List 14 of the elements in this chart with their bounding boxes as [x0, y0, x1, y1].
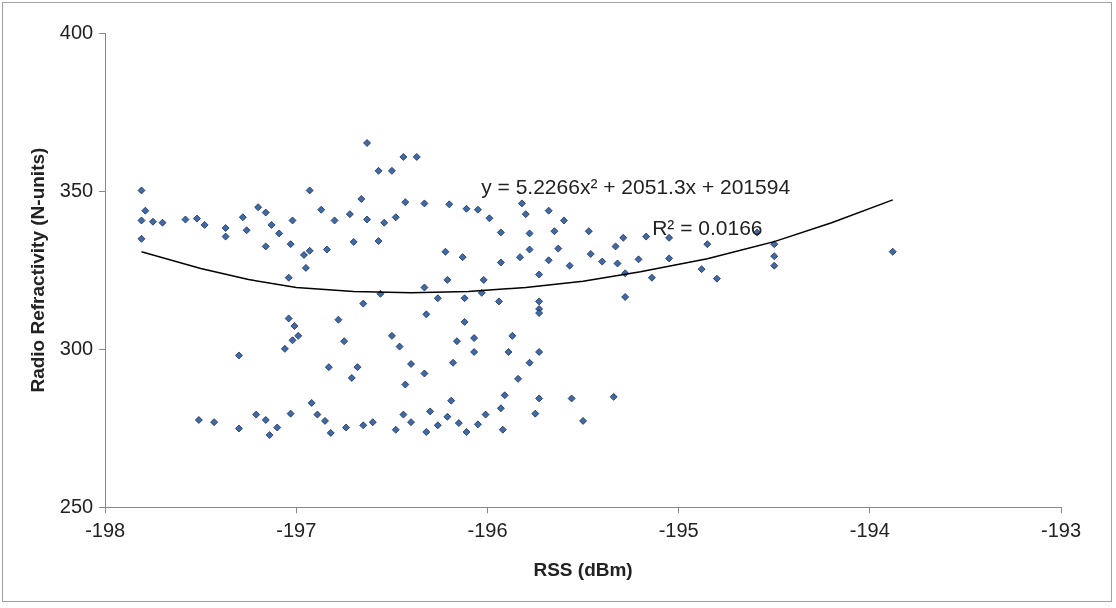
x-tick-label: -196	[467, 518, 508, 541]
annotation: y = 5.2266x² + 2051.3x + 201594	[481, 175, 791, 199]
x-tick-label: -198	[85, 518, 126, 541]
x-tick-label: -193	[1040, 518, 1082, 541]
y-tick-label: 300	[59, 336, 94, 359]
y-tick-label: 400	[59, 20, 94, 43]
x-tick-label: -197	[276, 518, 317, 541]
y-tick-label: 250	[59, 494, 94, 517]
annotation: R² = 0.0166	[652, 215, 763, 239]
x-tick-label: -195	[658, 518, 699, 541]
x-axis-title: RSS (dBm)	[533, 558, 633, 580]
y-axis-title: Radio Refractivity (N-units)	[26, 147, 48, 393]
y-tick-label: 350	[59, 178, 94, 201]
x-tick-label: -194	[849, 518, 890, 541]
